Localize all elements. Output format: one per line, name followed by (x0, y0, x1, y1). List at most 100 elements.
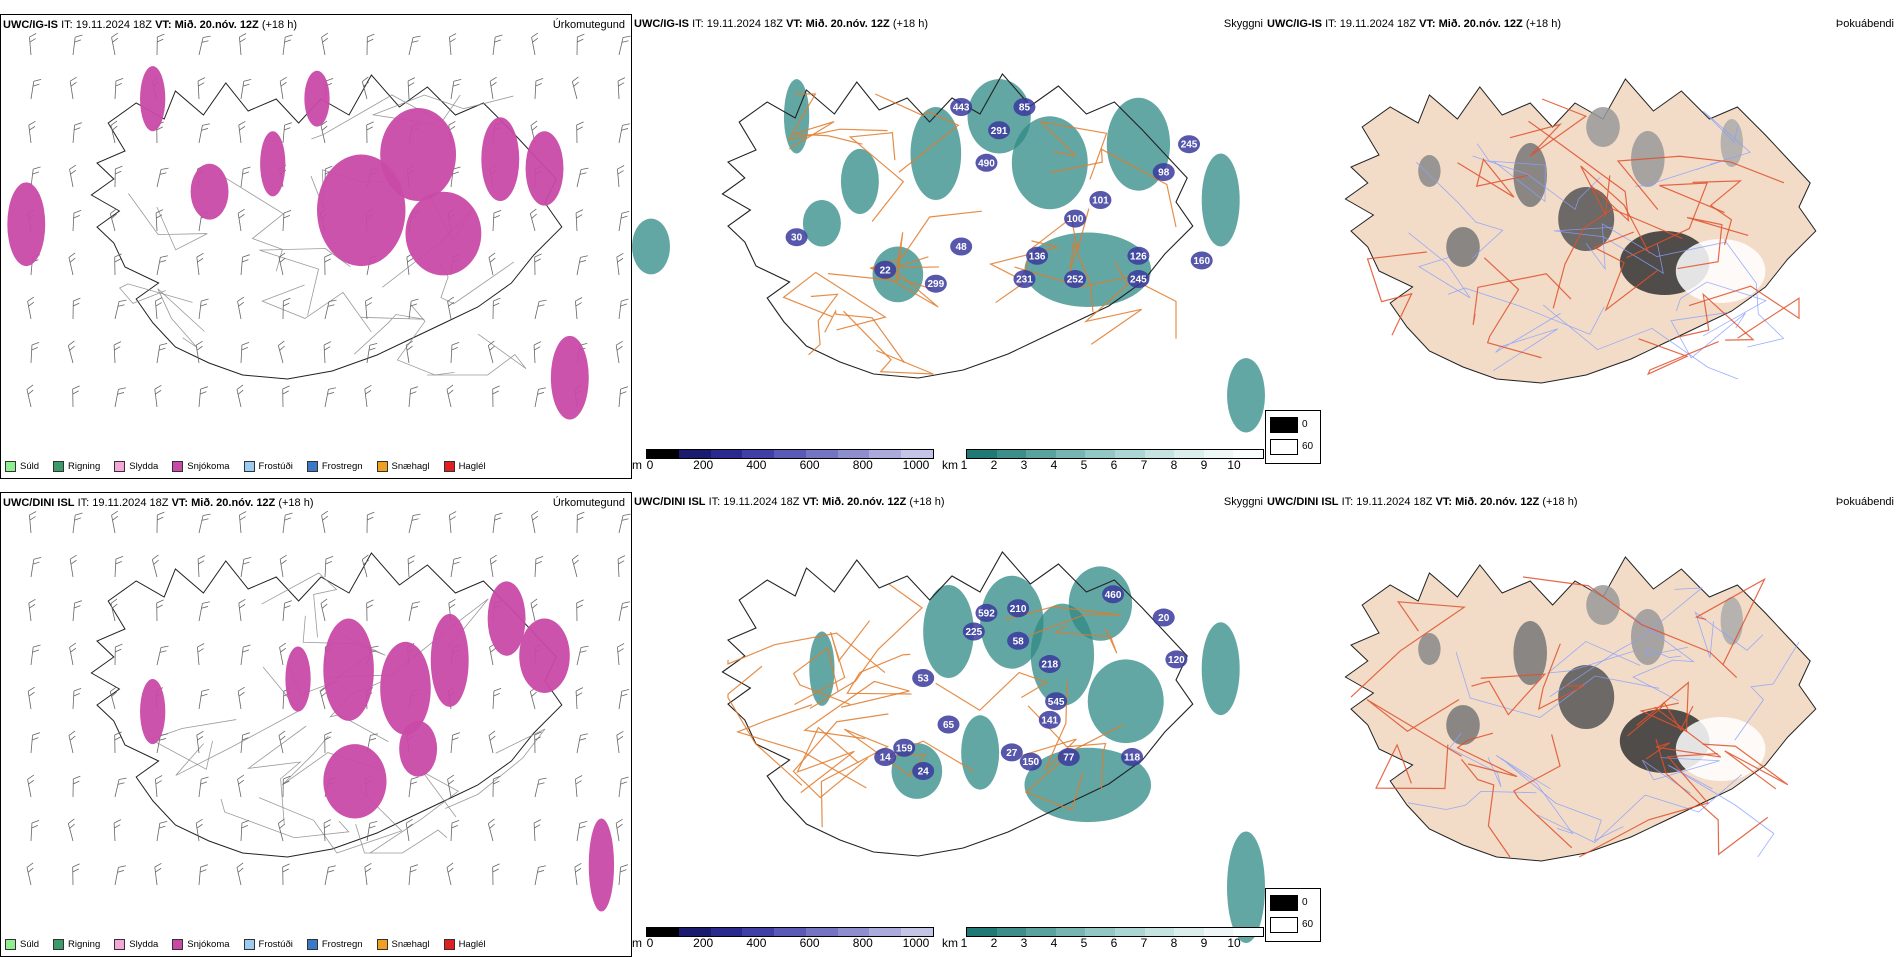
cloud-base-label: 20 (1158, 613, 1170, 624)
colorbar-tick: 800 (853, 936, 873, 950)
wind-barb (447, 775, 458, 797)
colorbar-segment (711, 928, 743, 936)
wind-barb (157, 34, 164, 55)
cloud-base-label: 460 (1105, 590, 1122, 601)
colorbar-segment (901, 450, 933, 458)
colorbar-segment (1204, 928, 1234, 936)
legend-label: Snæhagl (392, 939, 430, 950)
road-line (176, 667, 299, 775)
wind-barb (577, 167, 589, 189)
cloud-base-label: 30 (791, 233, 803, 244)
wind-barb (619, 864, 628, 886)
wind-barb (618, 78, 626, 99)
wind-barb (619, 776, 629, 798)
low-visibility-area (1227, 358, 1265, 432)
cloud-base-label: 490 (978, 158, 995, 169)
wind-barb (196, 253, 206, 275)
wind-barb (488, 819, 500, 841)
wind-barb (280, 77, 290, 99)
wind-barb (157, 342, 167, 364)
wind-barb (283, 776, 290, 797)
low-visibility-area (1069, 566, 1132, 640)
low-visibility-area (911, 107, 962, 200)
wind-barb (325, 299, 337, 321)
fog-area (1513, 143, 1547, 207)
wind-barb (572, 77, 584, 99)
fog-legend-high: 60 (1302, 919, 1313, 930)
colorbar-segment (679, 450, 711, 458)
wind-barb (69, 165, 80, 187)
cloud-base-label: 218 (1041, 660, 1058, 671)
wind-barb (157, 645, 169, 667)
wind-barb (73, 386, 80, 407)
legend-label: Slydda (129, 461, 158, 472)
wind-barb (111, 33, 122, 55)
colorbar-segment (647, 928, 679, 936)
wind-barb (241, 342, 249, 363)
snow-area (526, 131, 564, 205)
colorbar-segment (1115, 450, 1145, 458)
snow-area (431, 614, 469, 707)
wind-barb (73, 34, 83, 56)
cloud-base-label: 85 (1019, 103, 1031, 114)
wind-barb (409, 386, 418, 408)
wind-barb (535, 864, 546, 886)
legend-item: Snjókoma (172, 461, 229, 472)
wind-barb (28, 121, 38, 143)
wind-barb (239, 33, 248, 55)
wind-barb (364, 385, 374, 407)
wind-barb (241, 644, 251, 666)
fog-panel-bottom: UWC/DINI ISL IT: 19.11.2024 18Z VT: Mið.… (1265, 492, 1900, 957)
legend-item: Frostregn (307, 939, 363, 950)
colorbar-tick: 8 (1171, 458, 1178, 472)
wind-barb (115, 166, 122, 187)
wind-barb (577, 600, 584, 621)
wind-barb (576, 210, 584, 231)
wind-barb (577, 645, 589, 667)
colorbar-segment (1115, 928, 1145, 936)
low-visibility-area (841, 149, 879, 214)
wind-barb (325, 556, 333, 577)
wind-barb (199, 35, 211, 57)
wind-barb (367, 512, 374, 533)
colorbar-segment (1233, 450, 1263, 458)
cloud-base-label: 22 (880, 265, 892, 276)
road-line (825, 311, 905, 363)
cloud-base-label: 118 (1124, 753, 1141, 764)
wind-barb (110, 599, 122, 621)
colorbar-tick: 7 (1141, 458, 1148, 472)
wind-barb (198, 78, 206, 99)
cloud-base-label: 299 (927, 279, 944, 290)
colorbar-segment (711, 450, 743, 458)
snow-area (323, 744, 386, 818)
wind-barb (493, 688, 501, 709)
colorbar-segment (869, 928, 901, 936)
wind-barb (155, 297, 164, 319)
colorbar-segment (997, 928, 1027, 936)
snow-area (191, 164, 229, 220)
wind-barb (535, 386, 546, 408)
wind-barb (530, 209, 542, 231)
wind-barb (534, 820, 542, 841)
wind-barb (238, 209, 248, 231)
colorbar-tick: 1 (961, 458, 968, 472)
fog-legend-dark-swatch (1270, 895, 1298, 911)
cloud-base-label: 245 (1181, 140, 1198, 151)
legend-swatch (5, 939, 16, 950)
wind-barb (237, 297, 248, 319)
colorbar-segment (1174, 928, 1204, 936)
wind-barb (535, 254, 542, 275)
wind-barb (155, 775, 164, 797)
wind-barb (110, 209, 122, 231)
wind-barb (238, 687, 248, 709)
legend-item: Súld (5, 461, 39, 472)
wind-barb (619, 122, 630, 144)
road-line (354, 315, 424, 355)
snow-area (380, 642, 431, 735)
wind-barb (115, 644, 122, 665)
legend-item: Haglél (444, 939, 486, 950)
wind-barb (283, 210, 291, 231)
wind-barb (31, 166, 41, 188)
